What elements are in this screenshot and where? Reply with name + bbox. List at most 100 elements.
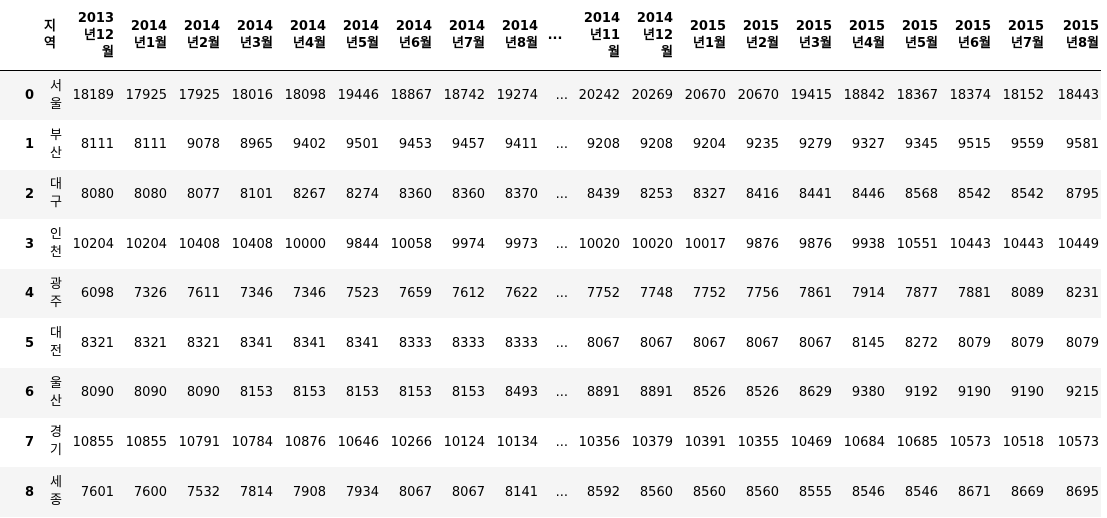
region-char: 기 [50, 443, 62, 459]
ellipsis-cell: ... [555, 335, 568, 351]
table-row: 0 서 울 18189 17925 17925 18016 18098 19446 18867 18… [0, 70, 1101, 121]
column-header-line: 2014 [583, 10, 620, 26]
column-header-line: ... [547, 27, 563, 43]
value-cell: 10020 [578, 236, 620, 252]
value-cell: 9190 [957, 385, 991, 401]
value-cell: 17925 [125, 88, 167, 104]
value-cell: 8090 [80, 385, 114, 401]
value-cell: 10134 [496, 434, 538, 450]
column-header-line: 년3월 [240, 36, 273, 51]
region-char: 서 [50, 78, 62, 94]
value-cell: 7346 [292, 286, 326, 302]
value-cell: 20670 [684, 88, 726, 104]
value-cell: 10469 [790, 434, 832, 450]
column-header-c5: 2014 년5월 [328, 0, 381, 71]
value-cell: 7523 [345, 286, 379, 302]
value-cell: 8141 [504, 484, 538, 500]
column-header-line: 2014 [236, 19, 273, 34]
value-cell: 8669 [1010, 484, 1044, 500]
column-header-c12: 2015 년2월 [728, 0, 781, 71]
value-cell: 10573 [949, 434, 991, 450]
column-header-c16: 2015 년6월 [940, 0, 993, 71]
value-cell: 10449 [1057, 236, 1099, 252]
column-header-line: 2015 [901, 19, 938, 34]
value-cell: 7914 [851, 286, 885, 302]
value-cell: 9208 [639, 137, 673, 153]
value-cell: 8153 [239, 385, 273, 401]
value-cell: 8067 [586, 335, 620, 351]
value-cell: 10204 [72, 236, 114, 252]
value-cell: 8067 [745, 335, 779, 351]
column-header-c14: 2015 년4월 [834, 0, 887, 71]
region-char: 종 [50, 493, 62, 509]
column-header-line: 2015 [848, 19, 885, 34]
value-cell: 10391 [684, 434, 726, 450]
column-header-c3: 2014 년3월 [222, 0, 275, 71]
value-cell: 18374 [949, 88, 991, 104]
row-index: 8 [24, 484, 34, 500]
value-cell: 8891 [586, 385, 620, 401]
value-cell: 8555 [798, 484, 832, 500]
value-cell: 10020 [631, 236, 673, 252]
value-cell: 20269 [631, 88, 673, 104]
value-cell: 8111 [80, 137, 114, 153]
column-header-c8: 2014 년8월 [487, 0, 540, 71]
value-cell: 9938 [851, 236, 885, 252]
table-row: 5 대 전 8321 8321 8321 8341 8341 8341 8333 8333 8333.… [0, 318, 1101, 368]
column-header-line: 년4월 [293, 36, 326, 51]
ellipsis-cell: ... [555, 137, 568, 153]
value-cell: 10204 [125, 236, 167, 252]
value-cell: 9876 [798, 236, 832, 252]
column-header-line: 년8월 [1066, 36, 1099, 51]
table-row: 8 세 종 7601 7600 7532 7814 7908 7934 8067 8067 8141.… [0, 467, 1101, 517]
value-cell: 8891 [639, 385, 673, 401]
value-cell: 9192 [904, 385, 938, 401]
column-header-c17: 2015 년7월 [993, 0, 1046, 71]
value-cell: 8272 [904, 335, 938, 351]
column-header-c10: 2014 년12 월 [622, 0, 675, 71]
region-char: 부 [50, 127, 62, 143]
column-header-line: 년12 [642, 27, 673, 43]
column-header-line: 년6월 [958, 36, 991, 51]
value-cell: 8321 [186, 335, 220, 351]
ellipsis-cell: ... [555, 186, 568, 202]
header-row: 지 역 2013 년12 월 2014 년1월 2014 년2월 2014 년3월 2014 년4월 20… [0, 0, 1101, 71]
value-cell: 8145 [851, 335, 885, 351]
value-cell: 8360 [451, 186, 485, 202]
column-header-line: 2014 [130, 19, 167, 34]
value-cell: 8546 [851, 484, 885, 500]
column-header-line: 2015 [795, 19, 832, 34]
table-row: 4 광 주 6098 7326 7611 7346 7346 7523 7659 7612 7622.… [0, 268, 1101, 319]
region-char: 구 [50, 195, 62, 211]
table-row: 3 인 천 10204 10204 10408 10408 10000 9844 10058 997… [0, 219, 1101, 269]
value-cell: 9457 [451, 137, 485, 153]
column-header-line: 월 [661, 44, 673, 60]
value-cell: 10266 [390, 434, 432, 450]
value-cell: 8090 [133, 385, 167, 401]
value-cell: 10791 [178, 434, 220, 450]
value-cell: 18742 [443, 88, 485, 104]
column-header-line: 년1월 [693, 36, 726, 51]
value-cell: 9581 [1065, 137, 1099, 153]
value-cell: 8080 [80, 186, 114, 202]
value-cell: 8327 [692, 186, 726, 202]
column-header-line: 월 [102, 44, 114, 60]
value-cell: 10573 [1057, 434, 1099, 450]
region-char: 산 [50, 145, 62, 161]
value-cell: 8333 [451, 335, 485, 351]
value-cell: 20670 [737, 88, 779, 104]
value-cell: 8560 [639, 484, 673, 500]
value-cell: 9402 [292, 137, 326, 153]
value-cell: 8077 [186, 186, 220, 202]
region-char: 산 [50, 393, 62, 409]
value-cell: 8629 [798, 385, 832, 401]
column-header-line: 년7월 [1011, 36, 1044, 51]
table-row: 2 대 구 8080 8080 8077 8101 8267 8274 8360 8360 8370.… [0, 169, 1101, 220]
value-cell: 7611 [186, 286, 220, 302]
value-cell: 8360 [398, 186, 432, 202]
value-cell: 8370 [504, 186, 538, 202]
